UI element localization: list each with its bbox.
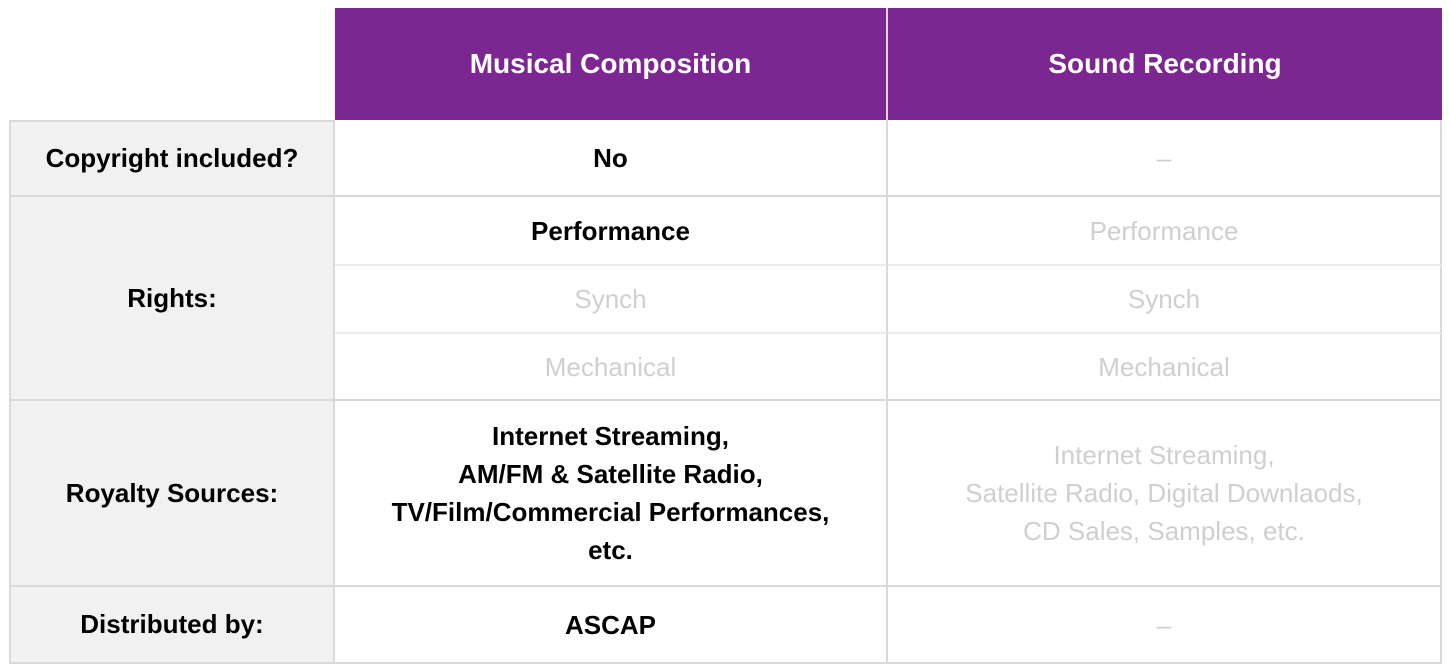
header-musical-composition: Musical Composition — [335, 8, 888, 120]
cell-copyright-sound-recording: – — [888, 120, 1442, 197]
cell-rights-performance-sound-recording: Performance — [888, 197, 1442, 266]
cell-copyright-musical-composition: No — [335, 120, 888, 197]
cell-royalty-musical-composition: Internet Streaming, AM/FM & Satellite Ra… — [335, 401, 888, 587]
row-label-royalty-sources: Royalty Sources: — [9, 401, 335, 587]
cell-distributed-musical-composition: ASCAP — [335, 587, 888, 664]
row-label-rights: Rights: — [9, 197, 335, 401]
row-label-distributed-by: Distributed by: — [9, 587, 335, 664]
cell-rights-mechanical-musical-composition: Mechanical — [335, 334, 888, 401]
cell-rights-performance-musical-composition: Performance — [335, 197, 888, 266]
cell-rights-mechanical-sound-recording: Mechanical — [888, 334, 1442, 401]
cell-rights-synch-sound-recording: Synch — [888, 266, 1442, 334]
header-sound-recording: Sound Recording — [888, 8, 1442, 120]
row-label-copyright-included: Copyright included? — [9, 120, 335, 197]
cell-distributed-sound-recording: – — [888, 587, 1442, 664]
cell-royalty-sound-recording: Internet Streaming, Satellite Radio, Dig… — [888, 401, 1442, 587]
cell-rights-synch-musical-composition: Synch — [335, 266, 888, 334]
